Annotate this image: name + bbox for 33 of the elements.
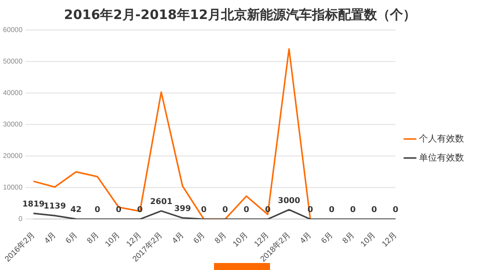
legend-label: 单位有效数 — [419, 152, 464, 162]
data-label: 399 — [174, 204, 192, 213]
data-label: 1819 — [22, 200, 46, 209]
x-tick-label: 12月 — [252, 230, 271, 248]
data-label: 42 — [70, 205, 82, 214]
data-label: 0 — [371, 205, 378, 214]
x-tick-label: 8月 — [340, 230, 356, 246]
x-tick-label: 6月 — [64, 230, 80, 246]
data-label: 0 — [201, 205, 208, 214]
x-tick-label: 12月 — [380, 230, 398, 248]
x-tick-label: 8月 — [212, 230, 228, 246]
x-tick-label: 10月 — [231, 230, 250, 248]
data-label: 3000 — [278, 196, 301, 205]
data-label: 2601 — [150, 197, 173, 206]
data-label: 0 — [350, 205, 356, 214]
x-tick-label: 6月 — [319, 230, 335, 246]
data-label: 0 — [222, 205, 228, 214]
data-label: 0 — [244, 205, 250, 214]
x-tick-label: 8月 — [85, 230, 100, 246]
data-label: 1139 — [44, 202, 66, 211]
data-label: 0 — [94, 205, 101, 214]
data-label: 0 — [392, 205, 399, 214]
x-tick-label: 10月 — [103, 230, 122, 248]
x-tick-label: 12月 — [124, 230, 143, 248]
x-tick-label: 4月 — [42, 230, 58, 246]
data-label: 0 — [328, 205, 335, 214]
x-tick-label: 4月 — [170, 230, 186, 246]
x-tick-label: 4月 — [298, 230, 314, 246]
legend-label: 个人有效数 — [419, 133, 464, 144]
chart-title: 2016年2月-2018年12月北京新能源汽车指标配置数（个） — [63, 6, 417, 24]
x-tick-label: 10月 — [358, 230, 378, 248]
data-label: 0 — [116, 205, 122, 214]
x-tick-label: 6月 — [192, 230, 207, 246]
